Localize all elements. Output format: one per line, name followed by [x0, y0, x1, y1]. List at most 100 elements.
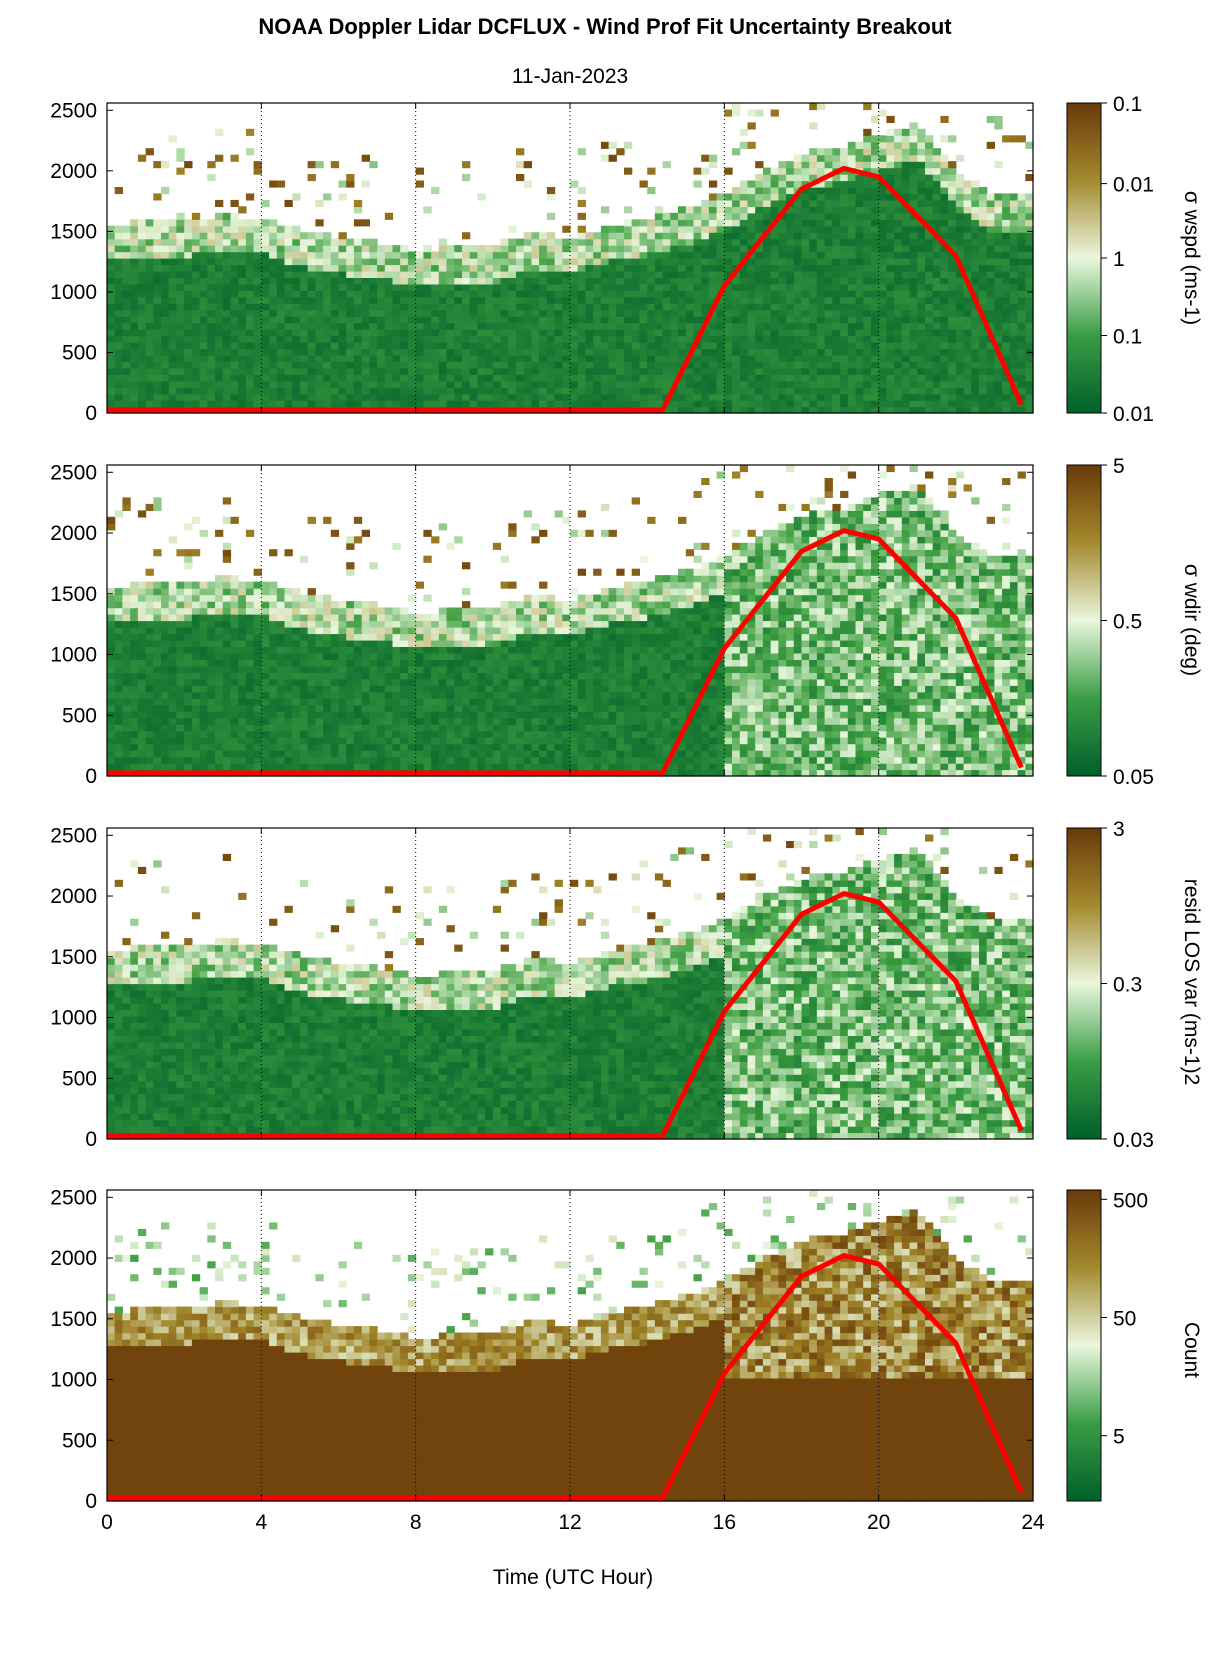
heatmap-cell	[253, 277, 262, 285]
heatmap-cell	[647, 283, 656, 291]
heatmap-cell	[485, 354, 494, 362]
heatmap-cell	[971, 354, 980, 362]
heatmap-cell	[122, 393, 131, 401]
heatmap-cell	[546, 193, 556, 201]
heatmap-cell	[994, 193, 1003, 201]
heatmap-cell	[971, 367, 980, 375]
heatmap-cell	[932, 400, 941, 408]
heatmap-cell	[238, 639, 247, 647]
heatmap-cell	[932, 322, 941, 330]
heatmap-cell	[739, 380, 749, 388]
heatmap-cell	[855, 258, 864, 266]
heatmap-cell	[600, 238, 610, 246]
heatmap-cell	[693, 322, 702, 330]
heatmap-cell	[662, 225, 671, 233]
heatmap-cell	[701, 374, 710, 382]
heatmap-cell	[894, 212, 903, 220]
heatmap-cell	[816, 238, 826, 246]
heatmap-cell	[925, 154, 934, 162]
heatmap-cell	[230, 724, 239, 732]
heatmap-cell	[284, 354, 293, 362]
heatmap-cell	[600, 225, 610, 233]
heatmap-cell	[577, 187, 586, 195]
heatmap-cell	[137, 672, 147, 680]
heatmap-cell	[886, 245, 895, 253]
heatmap-cell	[762, 187, 772, 195]
heatmap-cell	[176, 717, 185, 725]
heatmap-cell	[253, 756, 262, 764]
heatmap-cell	[971, 251, 980, 259]
heatmap-cell	[230, 678, 239, 686]
heatmap-cell	[446, 296, 455, 304]
heatmap-cell	[670, 322, 679, 330]
heatmap-cell	[215, 711, 224, 719]
heatmap-cell	[1002, 212, 1011, 220]
heatmap-cell	[168, 232, 177, 240]
heatmap-cell	[901, 335, 911, 343]
heatmap-cell	[114, 354, 123, 362]
heatmap-cell	[909, 387, 918, 395]
heatmap-cell	[107, 633, 116, 641]
heatmap-cell	[863, 264, 872, 272]
heatmap-cell	[292, 322, 301, 330]
heatmap-cell	[917, 161, 926, 169]
heatmap-cell	[276, 607, 286, 615]
heatmap-cell	[230, 264, 239, 272]
heatmap-cell	[222, 743, 232, 751]
heatmap-cell	[492, 270, 502, 278]
heatmap-cell	[654, 316, 664, 324]
heatmap-cell	[925, 232, 934, 240]
heatmap-cell	[392, 322, 401, 330]
heatmap-cell	[107, 601, 116, 609]
heatmap-cell	[631, 238, 640, 246]
heatmap-cell	[801, 322, 810, 330]
heatmap-cell	[222, 309, 232, 317]
heatmap-cell	[971, 277, 980, 285]
heatmap-cell	[284, 374, 293, 382]
heatmap-cell	[153, 309, 162, 317]
heatmap-cell	[122, 354, 131, 362]
heatmap-cell	[423, 354, 432, 362]
heatmap-cell	[261, 646, 270, 654]
heatmap-cell	[276, 329, 286, 337]
heatmap-cell	[423, 296, 432, 304]
heatmap-cell	[971, 309, 980, 317]
heatmap-cell	[114, 309, 123, 317]
heatmap-cell	[824, 354, 833, 362]
heatmap-cell	[1009, 374, 1019, 382]
heatmap-cell	[1025, 367, 1034, 375]
heatmap-cell	[863, 361, 872, 369]
heatmap-cell	[222, 219, 232, 227]
heatmap-cell	[847, 290, 857, 298]
heatmap-cell	[963, 387, 972, 395]
heatmap-cell	[762, 206, 772, 214]
heatmap-cell	[184, 763, 193, 771]
heatmap-cell	[786, 329, 795, 337]
heatmap-cell	[253, 581, 262, 589]
heatmap-cell	[755, 380, 764, 388]
heatmap-cell	[662, 380, 671, 388]
heatmap-cell	[222, 691, 232, 699]
heatmap-cell	[840, 290, 849, 298]
heatmap-cell	[315, 316, 324, 324]
heatmap-cell	[199, 354, 208, 362]
heatmap-cell	[153, 342, 162, 350]
heatmap-cell	[755, 206, 764, 214]
heatmap-cell	[184, 354, 193, 362]
heatmap-cell	[245, 296, 255, 304]
heatmap-cell	[199, 711, 208, 719]
heatmap-cell	[917, 303, 926, 311]
heatmap-cell	[979, 264, 988, 272]
heatmap-cell	[307, 161, 316, 169]
heatmap-cell	[616, 329, 625, 337]
heatmap-cell	[307, 730, 316, 738]
heatmap-cell	[330, 601, 340, 609]
heatmap-cell	[361, 277, 370, 285]
heatmap-cell	[739, 290, 749, 298]
heatmap-cell	[639, 296, 648, 304]
heatmap-cell	[269, 639, 278, 647]
heatmap-cell	[824, 199, 833, 207]
heatmap-cell	[230, 303, 239, 311]
heatmap-cell	[107, 322, 116, 330]
heatmap-cell	[685, 303, 695, 311]
